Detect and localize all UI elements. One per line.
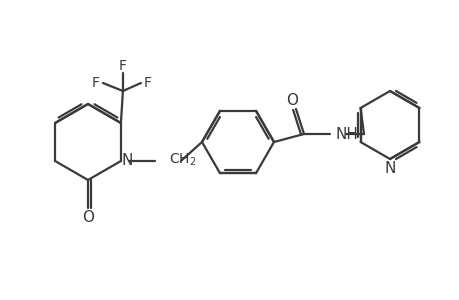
Text: O: O [82,209,94,224]
Text: F: F [144,76,151,90]
Text: CH$_2$: CH$_2$ [168,152,196,168]
Text: F: F [118,59,127,73]
Text: NH: NH [335,127,358,142]
Text: F: F [92,76,100,90]
Text: N: N [121,152,132,167]
Text: N: N [383,160,395,175]
Text: O: O [285,92,297,107]
